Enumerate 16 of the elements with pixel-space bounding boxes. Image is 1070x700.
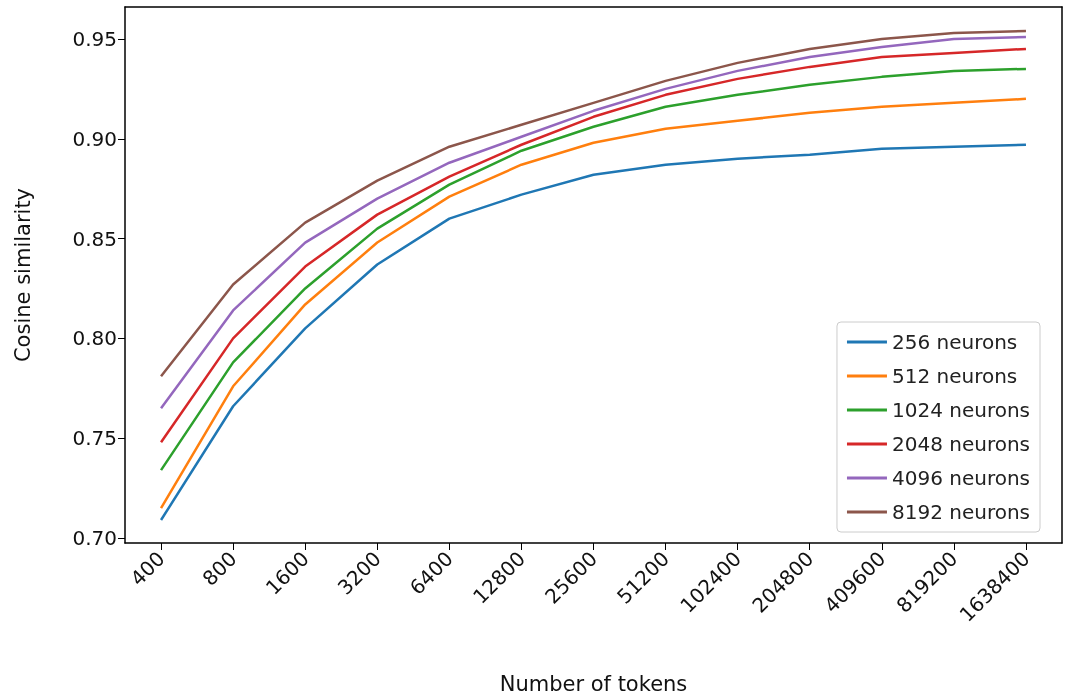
legend-label: 1024 neurons xyxy=(891,398,1030,422)
x-tick-label: 800 xyxy=(197,546,242,591)
y-tick-label: 0.70 xyxy=(72,526,117,551)
legend-label: 2048 neurons xyxy=(891,432,1030,456)
y-tick-label: 0.85 xyxy=(72,226,117,251)
legend-label: 4096 neurons xyxy=(891,466,1030,490)
y-tick-label: 0.80 xyxy=(72,326,117,351)
legend-label: 256 neurons xyxy=(891,330,1018,354)
x-tick-label: 400 xyxy=(125,546,170,591)
legend-label: 8192 neurons xyxy=(891,500,1030,524)
y-tick-label: 0.95 xyxy=(72,26,117,51)
y-axis-title: Cosine similarity xyxy=(10,187,35,363)
x-axis-title: Number of tokens xyxy=(499,671,688,696)
y-tick-label: 0.75 xyxy=(72,426,117,451)
legend-label: 512 neurons xyxy=(891,364,1018,388)
y-tick-label: 0.90 xyxy=(72,126,117,151)
